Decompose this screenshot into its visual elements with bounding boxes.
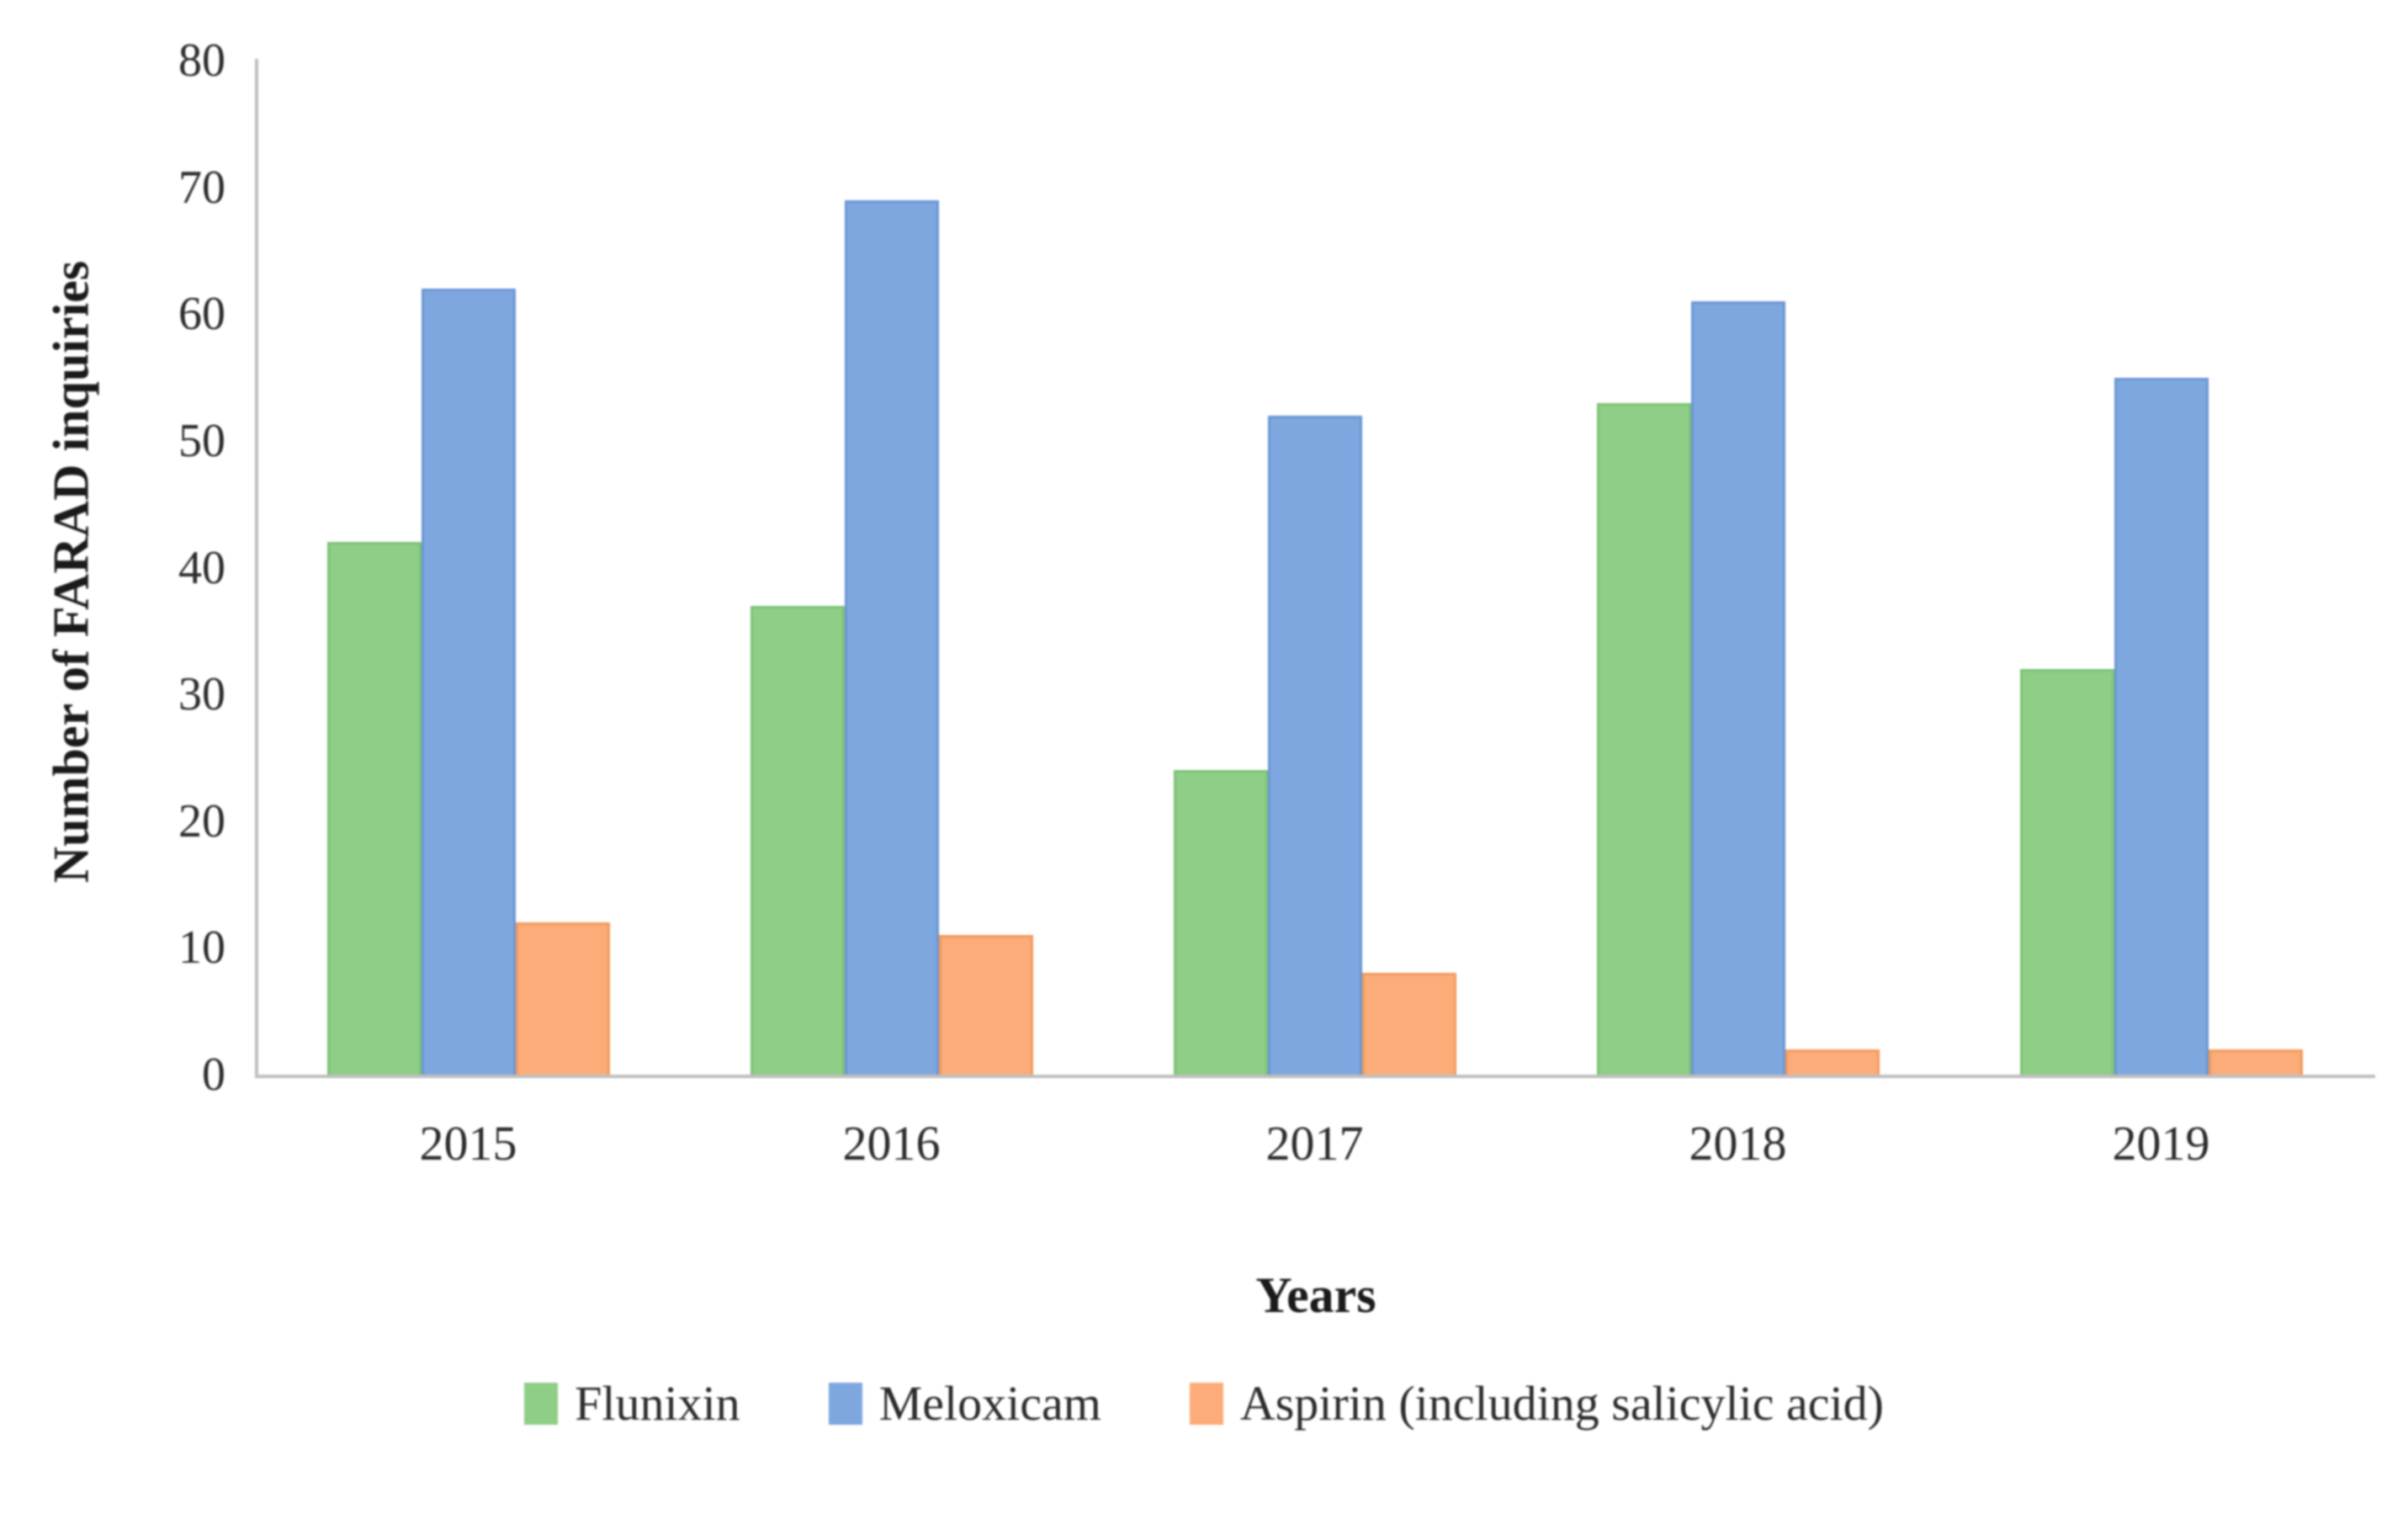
bar-group-2019 (2019, 61, 2303, 1075)
bar-flunixin-2019 (2019, 669, 2114, 1075)
legend: Flunixin Meloxicam Aspirin (including sali… (0, 1379, 2408, 1429)
x-tick-label-2018: 2018 (1689, 1116, 1787, 1171)
legend-item-flunixin: Flunixin (524, 1379, 740, 1429)
x-tick-label-2017: 2017 (1265, 1116, 1364, 1171)
bar-aspirin-2015 (515, 922, 610, 1075)
y-tick-label: 80 (178, 35, 225, 87)
legend-swatch-icon (524, 1383, 559, 1425)
bar-flunixin-2018 (1596, 403, 1691, 1075)
legend-label: Meloxicam (878, 1376, 1101, 1431)
bar-aspirin-2018 (1785, 1049, 1880, 1075)
y-tick-label: 0 (202, 1049, 225, 1101)
legend-swatch-icon (1189, 1383, 1223, 1425)
x-tick-label-2015: 2015 (419, 1116, 517, 1171)
bar-group-2016 (750, 61, 1033, 1075)
legend-item-meloxicam: Meloxicam (828, 1376, 1101, 1431)
x-axis-line (255, 1075, 2375, 1078)
y-tick-label: 10 (178, 922, 225, 975)
y-tick-label: 30 (178, 668, 225, 721)
bar-group-2015 (326, 61, 610, 1075)
y-tick-label: 20 (178, 794, 225, 847)
bar-meloxicam-2017 (1267, 416, 1362, 1075)
y-tick-label: 60 (178, 288, 225, 341)
x-tick-label-2016: 2016 (842, 1116, 941, 1171)
bar-aspirin-2017 (1361, 973, 1456, 1075)
bar-aspirin-2016 (938, 935, 1033, 1075)
y-axis-line (255, 59, 258, 1076)
x-tick-label-2019: 2019 (2112, 1116, 2210, 1171)
bar-meloxicam-2016 (844, 200, 939, 1075)
legend-label: Flunixin (575, 1376, 740, 1431)
bar-flunixin-2017 (1173, 770, 1268, 1075)
bar-meloxicam-2018 (1690, 301, 1785, 1075)
x-axis-title: Years (1255, 1267, 1376, 1323)
bar-flunixin-2016 (750, 606, 845, 1075)
y-tick-label: 40 (178, 541, 225, 594)
y-tick-label: 70 (178, 161, 225, 214)
bar-meloxicam-2019 (2114, 378, 2209, 1075)
legend-item-aspirin: Aspirin (including salicylic acid) (1189, 1376, 1884, 1431)
bar-group-2018 (1596, 61, 1880, 1075)
bar-aspirin-2019 (2208, 1049, 2303, 1075)
bar-flunixin-2015 (326, 542, 422, 1075)
y-tick-label: 50 (178, 414, 225, 467)
legend-swatch-icon (828, 1383, 862, 1425)
legend-label: Aspirin (including salicylic acid) (1239, 1376, 1884, 1431)
bar-group-2017 (1173, 61, 1456, 1075)
bar-meloxicam-2015 (421, 289, 516, 1075)
